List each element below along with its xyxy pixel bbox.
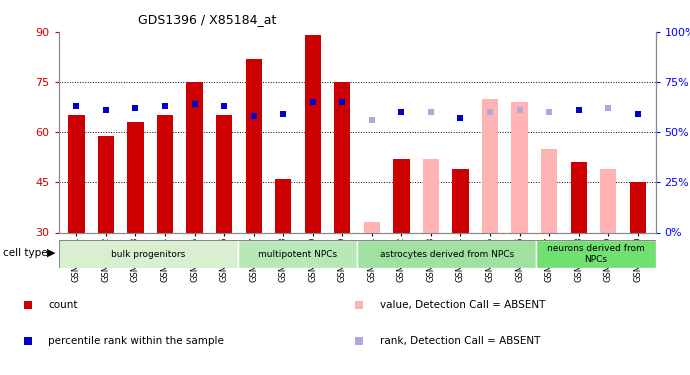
Bar bbox=[186, 82, 203, 232]
Bar bbox=[364, 222, 380, 232]
Bar bbox=[128, 122, 144, 232]
Bar bbox=[571, 162, 586, 232]
Bar bbox=[630, 182, 646, 232]
Bar bbox=[98, 135, 114, 232]
Bar bbox=[157, 116, 173, 232]
Bar bbox=[59, 240, 237, 268]
Bar bbox=[536, 240, 656, 268]
Bar bbox=[541, 149, 558, 232]
Text: percentile rank within the sample: percentile rank within the sample bbox=[48, 336, 224, 346]
Text: rank, Detection Call = ABSENT: rank, Detection Call = ABSENT bbox=[380, 336, 540, 346]
Bar bbox=[482, 99, 498, 232]
Bar bbox=[334, 82, 351, 232]
Text: neurons derived from
NPCs: neurons derived from NPCs bbox=[547, 244, 644, 264]
Text: GDS1396 / X85184_at: GDS1396 / X85184_at bbox=[138, 13, 276, 26]
Bar bbox=[600, 169, 616, 232]
Text: astrocytes derived from NPCs: astrocytes derived from NPCs bbox=[380, 250, 513, 259]
Bar bbox=[453, 169, 469, 232]
Text: ▶: ▶ bbox=[47, 248, 55, 258]
Bar bbox=[357, 240, 536, 268]
Text: multipotent NPCs: multipotent NPCs bbox=[258, 250, 337, 259]
Bar bbox=[393, 159, 410, 232]
Bar bbox=[216, 116, 233, 232]
Text: count: count bbox=[48, 300, 78, 310]
Bar bbox=[237, 240, 357, 268]
Bar bbox=[246, 58, 262, 232]
Bar bbox=[68, 116, 84, 232]
Bar bbox=[275, 179, 291, 232]
Bar bbox=[511, 102, 528, 232]
Text: bulk progenitors: bulk progenitors bbox=[111, 250, 186, 259]
Bar bbox=[304, 35, 321, 232]
Text: cell type: cell type bbox=[3, 248, 48, 258]
Text: value, Detection Call = ABSENT: value, Detection Call = ABSENT bbox=[380, 300, 545, 310]
Bar bbox=[423, 159, 439, 232]
